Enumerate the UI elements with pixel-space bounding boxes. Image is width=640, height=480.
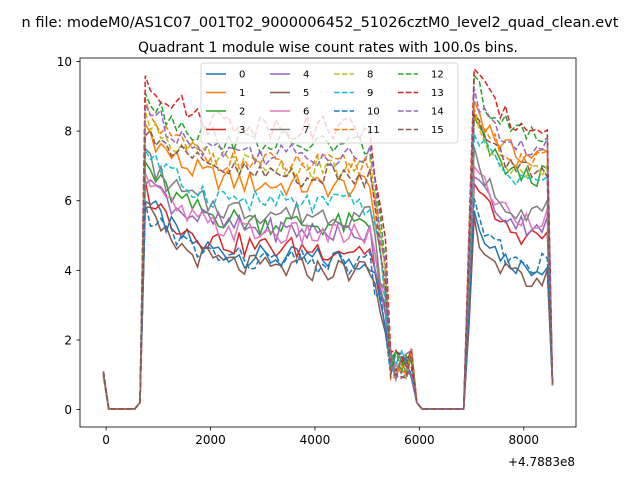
series-line-14 <box>102 87 554 410</box>
x-tick-label: 8000 <box>509 433 540 447</box>
legend-label-3: 3 <box>239 125 245 136</box>
series-line-3 <box>102 180 554 410</box>
figure-suptitle: n file: modeM0/AS1C07_001T02_9000006452_… <box>22 15 619 31</box>
series-line-5 <box>102 206 554 410</box>
legend-label-2: 2 <box>239 107 245 118</box>
legend-label-1: 1 <box>239 88 245 99</box>
legend-frame <box>200 62 459 144</box>
legend-label-8: 8 <box>367 70 373 81</box>
series-line-7 <box>102 146 554 410</box>
legend-label-12: 12 <box>431 70 444 81</box>
legend-label-7: 7 <box>303 125 309 136</box>
legend-label-14: 14 <box>431 107 444 118</box>
series-line-9 <box>102 134 554 410</box>
y-tick-label: 10 <box>57 55 72 69</box>
y-tick-label: 8 <box>64 125 72 139</box>
legend-label-10: 10 <box>367 107 380 118</box>
series-line-6 <box>102 164 554 410</box>
y-tick-label: 4 <box>64 264 72 278</box>
x-axis: 0 2000 4000 6000 8000 <box>102 427 539 447</box>
chart-title: Quadrant 1 module wise count rates with … <box>138 40 518 56</box>
series-line-0 <box>102 200 554 410</box>
legend-label-11: 11 <box>367 125 380 136</box>
legend-label-4: 4 <box>303 70 309 81</box>
y-tick-label: 6 <box>64 194 72 208</box>
legend-label-5: 5 <box>303 88 309 99</box>
y-tick-label: 0 <box>64 403 72 417</box>
series-line-15 <box>102 112 554 410</box>
legend-label-0: 0 <box>239 70 245 81</box>
x-axis-offset-label: +4.7883e8 <box>508 455 575 469</box>
legend-label-9: 9 <box>367 88 373 99</box>
x-tick-label: 2000 <box>195 433 226 447</box>
y-axis: 0 2 4 6 8 10 <box>57 55 80 417</box>
legend-label-13: 13 <box>431 88 444 99</box>
x-tick-label: 6000 <box>404 433 435 447</box>
axes-frame <box>79 57 577 428</box>
series-line-10 <box>102 198 554 410</box>
legend-label-15: 15 <box>431 125 444 136</box>
series-line-1 <box>102 100 554 410</box>
legend-label-6: 6 <box>303 107 309 118</box>
y-tick-label: 2 <box>64 333 72 347</box>
x-tick-label: 4000 <box>300 433 331 447</box>
x-tick-label: 0 <box>102 433 110 447</box>
